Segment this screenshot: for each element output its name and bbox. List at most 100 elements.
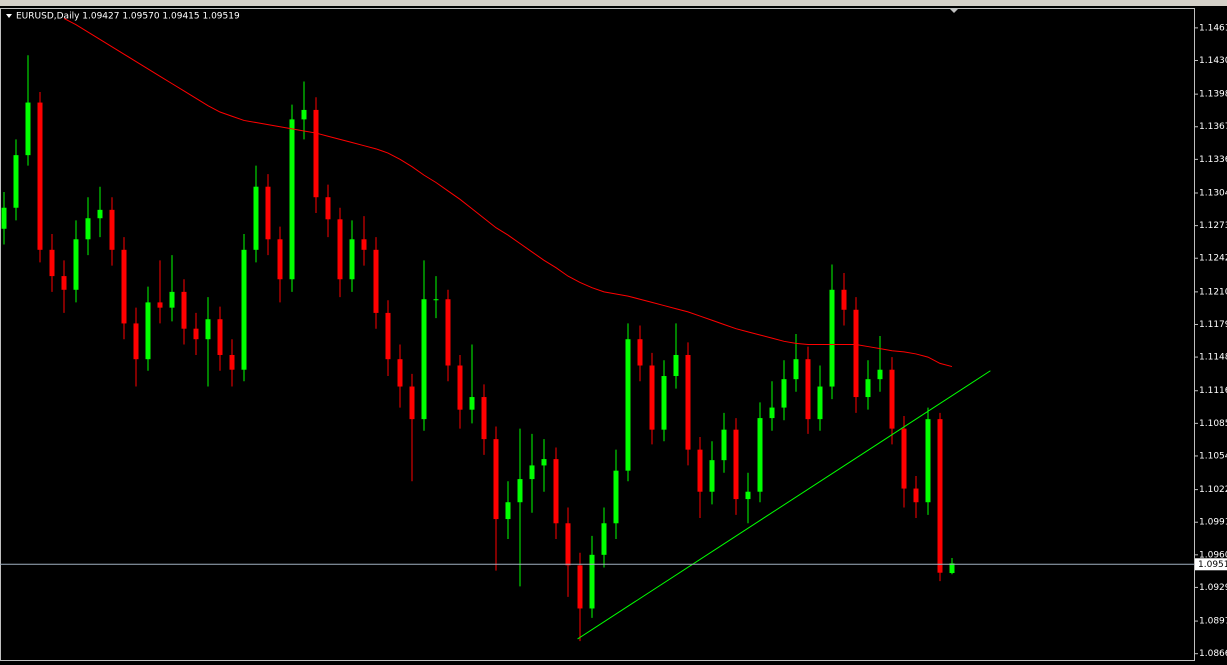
candle-body [805, 359, 811, 420]
plot-frame [0, 8, 1195, 661]
candle-body [1, 207, 7, 229]
candle-body [649, 365, 655, 430]
y-tick-label: 1.1398 [1199, 90, 1227, 100]
candle-body [469, 397, 475, 410]
candle-body [229, 354, 235, 370]
y-tick-label: 1.1336 [1199, 155, 1227, 165]
candle-body [697, 449, 703, 492]
candle-body [949, 563, 955, 574]
shift-marker [950, 9, 958, 13]
candle-body [589, 554, 595, 609]
candle-body [373, 249, 379, 313]
candle-body [829, 289, 835, 387]
candle-body [121, 249, 127, 324]
menu-arrow[interactable] [6, 14, 12, 18]
y-tick-label: 1.1430 [1199, 56, 1227, 66]
y-tick-label: 1.1054 [1199, 451, 1227, 461]
candle-body [109, 209, 115, 250]
candle-body [301, 109, 307, 120]
moving-average [63, 17, 953, 368]
candle-body [13, 155, 19, 208]
candle-body [385, 312, 391, 360]
candle-body [733, 429, 739, 500]
candle-body [97, 209, 103, 219]
candle-body [277, 239, 283, 280]
y-tick-label: 1.0866 [1199, 649, 1227, 659]
candle-body [709, 460, 715, 492]
candle-body [781, 379, 787, 408]
candle-body [433, 299, 439, 301]
candle-body [289, 119, 295, 280]
candle-body [517, 479, 523, 503]
bid-label-box [1195, 558, 1227, 571]
y-tick-label: 1.1022 [1199, 485, 1227, 495]
candle-body [313, 109, 319, 198]
candle-body [85, 218, 91, 240]
candle-body [673, 354, 679, 377]
candle-body [37, 102, 43, 250]
y-tick-label: 1.1273 [1199, 221, 1227, 231]
y-tick-label: 1.1116 [1199, 386, 1227, 396]
candle-body [265, 186, 271, 240]
candle-body [337, 219, 343, 280]
candle-body [349, 239, 355, 280]
candle-body [253, 186, 259, 250]
candle-body [637, 339, 643, 366]
y-tick-label: 1.0929 [1199, 583, 1227, 593]
candle-body [457, 365, 463, 410]
candle-body [841, 289, 847, 310]
candle-body [865, 379, 871, 398]
candle-body [169, 291, 175, 308]
y-tick-label: 1.1148 [1199, 353, 1227, 363]
candle-body [901, 428, 907, 489]
trendline [577, 370, 991, 640]
candle-body [745, 491, 751, 500]
candle-body [721, 429, 727, 461]
toolbar-strip [0, 0, 1227, 6]
candle-body [925, 419, 931, 503]
y-tick-label: 1.1179 [1199, 320, 1227, 330]
candle-body [553, 459, 559, 524]
candle-body [193, 328, 199, 340]
candle-body [397, 359, 403, 387]
candle-body [157, 302, 163, 308]
candle-body [889, 369, 895, 429]
y-tick-label: 1.1367 [1199, 122, 1227, 132]
candle-body [49, 249, 55, 277]
candle-body [529, 465, 535, 480]
candle-body [445, 299, 451, 366]
candle-body [685, 354, 691, 450]
candle-body [577, 565, 583, 609]
candle-body [133, 323, 139, 360]
y-tick-label: 1.0960 [1199, 550, 1227, 560]
y-tick-label: 1.1304 [1199, 189, 1227, 199]
candle-body [601, 523, 607, 555]
candle-body [361, 239, 367, 250]
candle-body [181, 291, 187, 329]
candle-body [61, 276, 67, 290]
candle-body [421, 299, 427, 420]
y-tick-label: 1.1085 [1199, 419, 1227, 429]
chart-title: EURUSD,Daily 1.09427 1.09570 1.09415 1.0… [16, 12, 240, 22]
candle-body [241, 249, 247, 370]
bid-label: 1.0951 [1198, 560, 1227, 570]
candle-body [481, 397, 487, 440]
candle-body [817, 386, 823, 420]
candle-body [325, 197, 331, 220]
candle-body [793, 359, 799, 380]
candle-body [505, 502, 511, 520]
candle-body [565, 523, 571, 566]
y-tick-label: 1.1242 [1199, 254, 1227, 264]
candle-body [661, 376, 667, 430]
candle-body [493, 439, 499, 520]
candle-body [205, 319, 211, 340]
y-tick-label: 1.1210 [1199, 287, 1227, 297]
candle-body [613, 470, 619, 524]
candle-body [769, 407, 775, 419]
